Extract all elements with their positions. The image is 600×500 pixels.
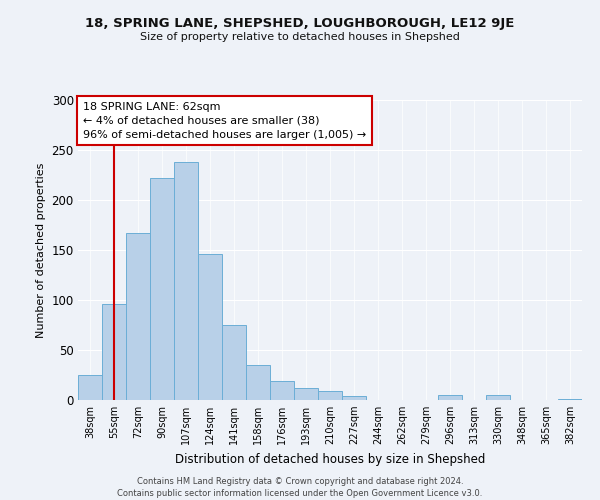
Text: 18 SPRING LANE: 62sqm
← 4% of detached houses are smaller (38)
96% of semi-detac: 18 SPRING LANE: 62sqm ← 4% of detached h… bbox=[83, 102, 366, 140]
Bar bbox=[198, 254, 222, 400]
Bar bbox=[174, 162, 198, 400]
Bar bbox=[222, 325, 246, 400]
Bar bbox=[294, 388, 318, 400]
Bar bbox=[246, 365, 270, 400]
Text: Contains HM Land Registry data © Crown copyright and database right 2024.
Contai: Contains HM Land Registry data © Crown c… bbox=[118, 476, 482, 498]
Bar bbox=[78, 375, 102, 400]
X-axis label: Distribution of detached houses by size in Shepshed: Distribution of detached houses by size … bbox=[175, 452, 485, 466]
Y-axis label: Number of detached properties: Number of detached properties bbox=[36, 162, 46, 338]
Bar bbox=[126, 233, 150, 400]
Bar bbox=[438, 395, 462, 400]
Bar bbox=[558, 399, 582, 400]
Bar bbox=[270, 381, 294, 400]
Bar bbox=[150, 178, 174, 400]
Text: Size of property relative to detached houses in Shepshed: Size of property relative to detached ho… bbox=[140, 32, 460, 42]
Bar bbox=[102, 304, 126, 400]
Bar bbox=[486, 395, 510, 400]
Bar bbox=[318, 391, 342, 400]
Bar bbox=[342, 396, 366, 400]
Text: 18, SPRING LANE, SHEPSHED, LOUGHBOROUGH, LE12 9JE: 18, SPRING LANE, SHEPSHED, LOUGHBOROUGH,… bbox=[85, 18, 515, 30]
